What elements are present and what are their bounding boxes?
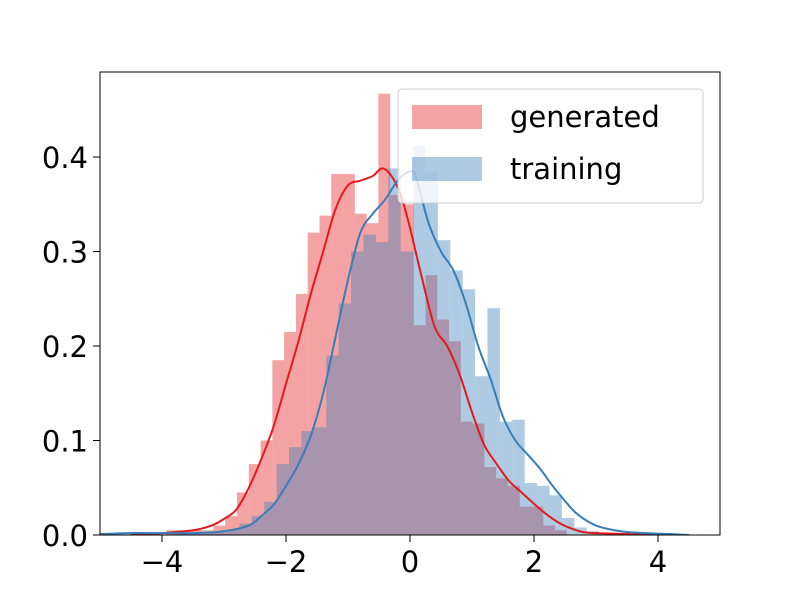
y-tick-label: 0.1 [42,425,88,459]
x-tick-label: −4 [141,545,184,579]
bar-generated-20 [401,204,414,535]
bar-generated-31 [531,506,544,535]
x-tick-label: −2 [265,545,308,579]
bar-training-5 [239,523,252,535]
y-tick-label: 0.0 [42,519,88,553]
bar-generated-25 [460,421,473,535]
bar-generated-19 [390,194,402,535]
bar-generated-24 [449,341,461,535]
y-tick-label: 0.2 [42,330,88,364]
bar-training-24 [475,376,488,535]
bar-training-8 [276,464,290,535]
bar-generated-30 [519,506,532,535]
bar-training-22 [450,270,463,535]
bar-training-12 [326,355,339,535]
bar-training-3 [214,532,228,535]
bar-generated-8 [260,440,273,535]
x-axis-ticks: −4 −2 0 2 4 [141,535,667,579]
legend-box [397,88,704,204]
x-tick-label: 4 [649,545,667,579]
bar-training-19 [413,145,426,535]
bar-training-28 [524,483,538,535]
bar-training-2 [202,532,215,535]
x-tick-label: 2 [525,545,543,579]
bar-training-23 [462,289,476,535]
plot-area [100,93,690,535]
bar-training-15 [363,234,376,535]
legend: generated training [397,88,704,204]
bar-generated-12 [307,232,320,535]
bar-generated-27 [484,466,497,535]
bar-generated-29 [507,485,520,535]
bar-training-14 [351,251,364,535]
bar-generated-32 [543,525,556,535]
bar-generated-18 [378,93,391,535]
bar-generated-28 [496,478,508,535]
bar-training-1 [189,533,203,535]
bar-generated-9 [272,360,285,535]
bar-training-25 [487,308,500,535]
bar-generated-23 [437,319,450,535]
legend-label-generated: generated [510,100,660,134]
legend-swatch-training [412,157,482,181]
bar-generated-17 [366,223,379,535]
legend-label-training: training [510,152,622,186]
x-tick-label: 0 [401,545,419,579]
bar-training-16 [375,242,389,535]
y-tick-label: 0.3 [42,236,88,270]
bar-training-29 [537,485,550,535]
bar-generated-22 [425,275,438,535]
bar-generated-6 [237,492,249,535]
bar-training-11 [313,427,327,535]
bar-training-10 [301,431,314,535]
bar-generated-21 [413,325,426,535]
legend-swatch-generated [412,105,482,129]
bar-training-30 [549,495,562,535]
bar-training-21 [437,240,451,535]
bar-generated-7 [248,464,261,535]
bar-generated-4 [213,525,226,535]
bar-generated-14 [331,174,344,535]
bar-generated-5 [225,516,238,535]
bar-training-20 [425,171,438,535]
y-tick-label: 0.4 [42,141,88,175]
bar-generated-15 [343,174,355,535]
bar-training-17 [388,168,401,535]
y-axis-ticks: 0.0 0.1 0.2 0.3 0.4 [42,141,100,553]
bar-generated-13 [319,215,332,535]
bar-training-4 [227,530,240,535]
bar-generated-33 [555,530,567,535]
bar-training-9 [289,447,302,535]
histogram-bars [166,93,612,535]
bar-generated-10 [284,331,296,535]
bar-generated-11 [295,294,308,535]
bar-generated-26 [472,423,485,535]
bar-generated-16 [354,213,367,535]
bar-training-13 [338,303,352,535]
bar-training-18 [400,251,414,535]
